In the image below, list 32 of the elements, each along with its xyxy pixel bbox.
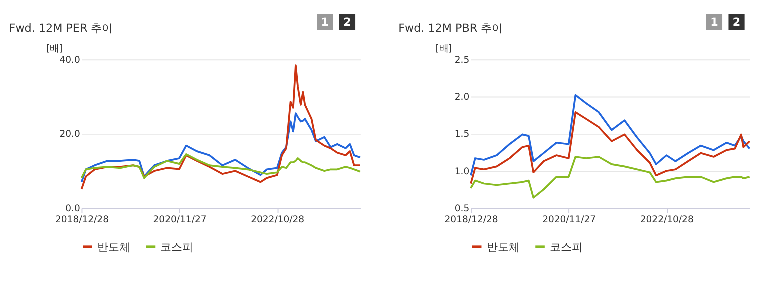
y-tick-label: 0.5 — [454, 204, 470, 215]
y-tick-label: 0.0 — [66, 204, 80, 215]
y-axis-title: [배] — [436, 43, 452, 54]
y-tick-label: 1.0 — [454, 166, 470, 178]
y-tick-label: 1.5 — [454, 129, 470, 140]
chart-title: Fwd. 12M PER 추이 — [9, 22, 114, 36]
legend-label: 코스피 — [550, 240, 584, 254]
x-tick-label: 2018/12/28 — [444, 214, 498, 226]
x-tick-label: 2020/11/27 — [153, 214, 207, 226]
y-tick-label: 20.0 — [60, 129, 80, 140]
x-tick-label: 2022/10/28 — [640, 214, 694, 226]
chart-title: Fwd. 12M PBR 추이 — [398, 22, 504, 36]
x-tick-label: 2022/10/28 — [251, 214, 305, 226]
legend-label: 코스피 — [160, 240, 194, 254]
legend-label: 반도체 — [486, 240, 520, 254]
legend-label: 반도체 — [98, 240, 131, 254]
x-tick-label: 2020/11/27 — [542, 214, 596, 226]
y-axis-title: [배] — [46, 43, 63, 54]
text: 1 — [710, 16, 718, 30]
line-series — [80, 64, 362, 190]
y-tick-label: 2.0 — [454, 92, 470, 104]
y-tick-label: 2.5 — [454, 54, 470, 66]
line-series — [470, 156, 751, 199]
line-series — [80, 153, 362, 180]
text: 2 — [732, 16, 741, 30]
line-series — [470, 111, 751, 185]
text: 1 — [321, 16, 330, 30]
line-series — [470, 94, 751, 177]
y-tick-label: 40.0 — [60, 54, 80, 66]
line-series — [80, 112, 362, 184]
x-tick-label: 2018/12/28 — [55, 214, 110, 226]
text: 2 — [344, 16, 352, 30]
